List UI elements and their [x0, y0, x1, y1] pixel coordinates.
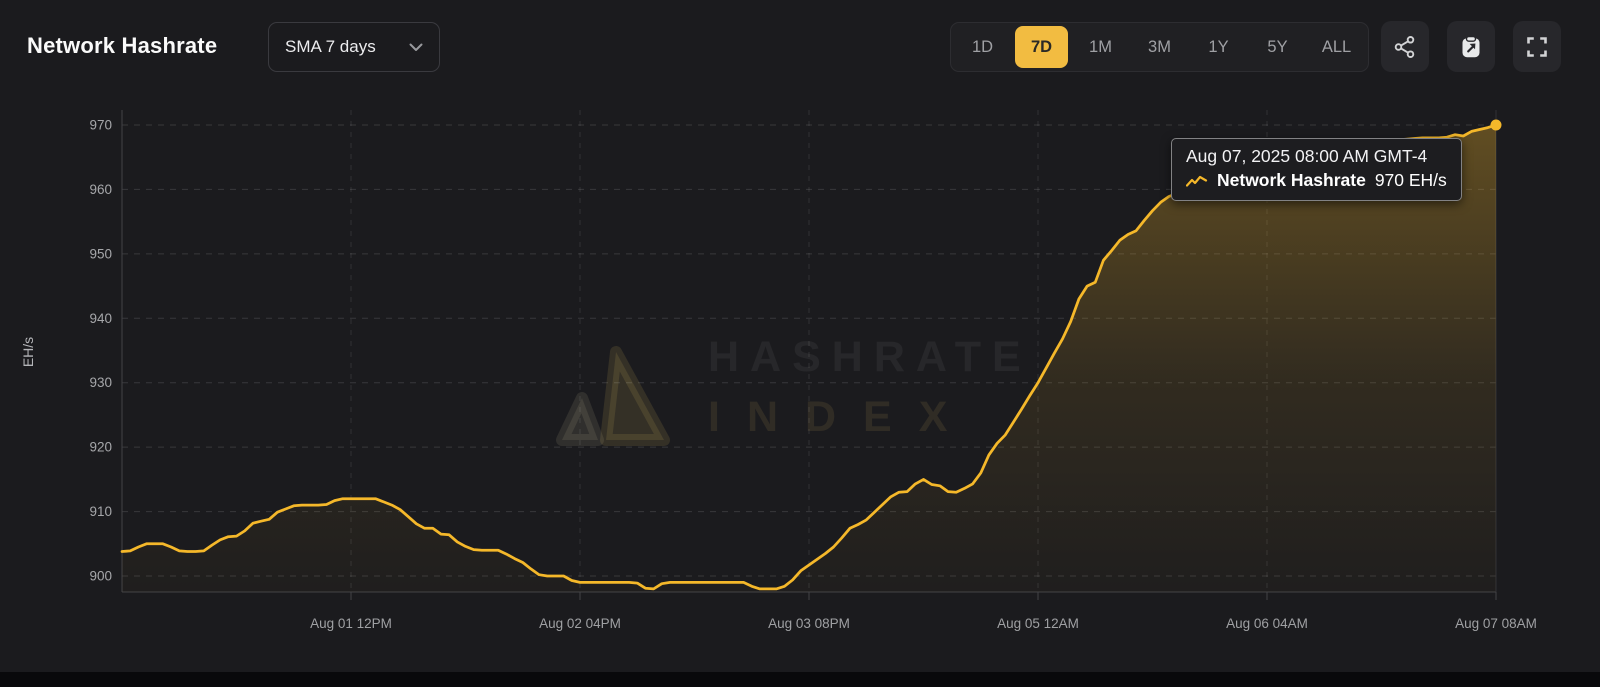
time-range-group: 1D 7D 1M 3M 1Y 5Y ALL	[950, 22, 1369, 72]
x-axis-tick-label: Aug 07 08AM	[1455, 616, 1537, 631]
x-axis-tick-label: Aug 03 08PM	[768, 616, 850, 631]
y-axis-tick-label: 910	[89, 504, 112, 519]
y-axis-tick-label: 920	[89, 440, 112, 455]
range-button-1y[interactable]: 1Y	[1192, 26, 1245, 68]
range-button-3m[interactable]: 3M	[1133, 26, 1186, 68]
y-axis-tick-label: 970	[89, 118, 112, 133]
tooltip-series-name: Network Hashrate	[1217, 170, 1366, 190]
chart-card: Network Hashrate SMA 7 days 1D 7D 1M 3M 1Y 5Y…	[0, 0, 1600, 672]
range-button-1m[interactable]: 1M	[1074, 26, 1127, 68]
range-button-5y[interactable]: 5Y	[1251, 26, 1304, 68]
x-axis-tick-label: Aug 02 04PM	[539, 616, 621, 631]
hashrate-chart[interactable]: 900 910 920 930 940 950 960 970 Aug 01 12PM Aug 0…	[0, 0, 1600, 672]
x-axis-tick-label: Aug 05 12AM	[997, 616, 1079, 631]
y-axis-tick-label: 940	[89, 311, 112, 326]
range-button-7d[interactable]: 7D	[1015, 26, 1068, 68]
chevron-down-icon	[409, 43, 423, 51]
range-button-1d[interactable]: 1D	[956, 26, 1009, 68]
share-icon	[1394, 35, 1415, 58]
tooltip-date: Aug 07, 2025 08:00 AM GMT-4	[1186, 146, 1428, 166]
hashrate-area-fill	[122, 125, 1496, 592]
tooltip-value: 970 EH/s	[1374, 170, 1447, 190]
y-axis-tick-label: 930	[89, 375, 112, 390]
sma-dropdown[interactable]: SMA 7 days	[268, 22, 440, 72]
y-axis-tick-label: 900	[89, 569, 112, 584]
share-button[interactable]	[1381, 21, 1429, 72]
trend-line-icon	[1186, 175, 1208, 187]
y-axis-tick-label: 950	[89, 246, 112, 261]
x-axis-tick-label: Aug 01 12PM	[310, 616, 392, 631]
x-axis-tick-label: Aug 06 04AM	[1226, 616, 1308, 631]
chart-tooltip: Aug 07, 2025 08:00 AM GMT-4 Network Hash…	[1171, 138, 1462, 201]
copy-chart-button[interactable]	[1447, 21, 1495, 72]
clipboard-capture-icon	[1462, 35, 1480, 57]
last-point-dot	[1490, 119, 1502, 131]
page-title: Network Hashrate	[27, 33, 218, 58]
fullscreen-button[interactable]	[1513, 21, 1561, 72]
range-button-all[interactable]: ALL	[1310, 26, 1363, 68]
fullscreen-icon	[1527, 36, 1547, 57]
y-axis-tick-label: 960	[89, 182, 112, 197]
sma-dropdown-value: SMA 7 days	[285, 37, 376, 56]
page-background-strip	[0, 672, 1600, 687]
